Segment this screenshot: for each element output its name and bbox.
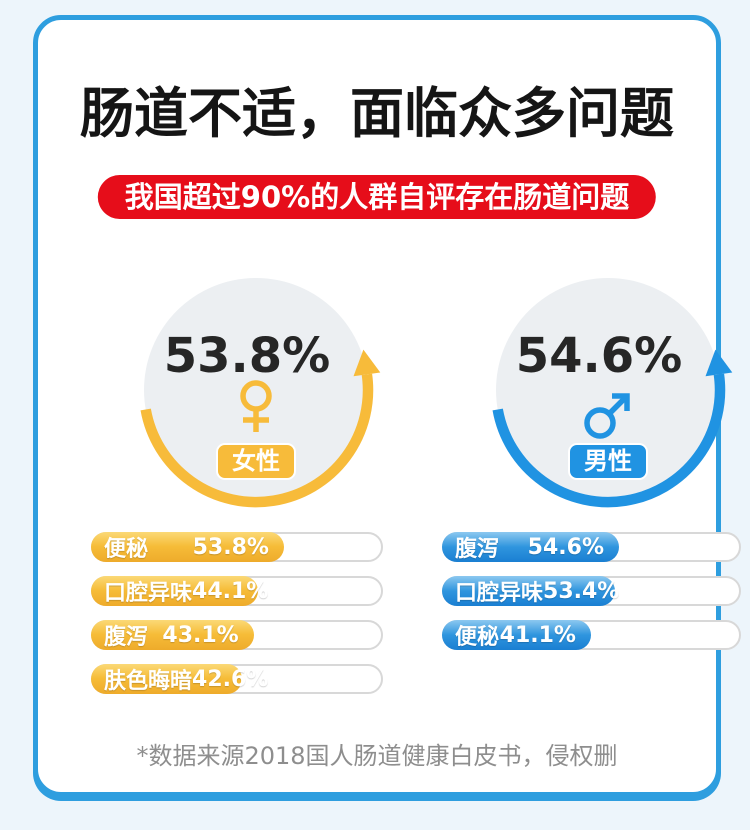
arrow-up-icon — [353, 349, 381, 377]
bar-row: 腹泻 54.6% — [442, 532, 741, 562]
arrow-up-icon — [705, 349, 733, 377]
male-bar-list: 腹泻 54.6% 口腔异味 53.4% 便秘 41.1% — [442, 532, 741, 664]
bar-fill: 肤色晦暗 42.6% — [91, 664, 268, 694]
bar-label: 腹泻 — [104, 625, 149, 650]
bar-fill: 腹泻 54.6% — [442, 532, 619, 562]
bar-fill: 腹泻 43.1% — [91, 620, 254, 650]
bar-label: 口腔异味 — [455, 581, 544, 606]
male-progress-ring — [492, 278, 733, 508]
page-title: 肠道不适，面临众多问题 — [80, 82, 674, 145]
female-gauge: 53.8% 女性 — [136, 270, 381, 510]
bar-fill: 便秘 41.1% — [442, 620, 591, 650]
bar-value: 43.1% — [162, 622, 239, 648]
male-gauge: 54.6% 男性 — [488, 270, 733, 510]
male-overall-percent: 54.6% — [515, 328, 683, 384]
bar-row: 口腔异味 53.4% — [442, 576, 741, 606]
male-icon — [584, 393, 630, 439]
bar-row: 肤色晦暗 42.6% — [91, 664, 383, 694]
female-progress-ring — [140, 278, 381, 508]
bar-fill: 便秘 53.8% — [91, 532, 284, 562]
bar-value: 41.1% — [499, 622, 576, 648]
bar-value: 54.6% — [527, 534, 604, 560]
bar-value: 44.1% — [192, 578, 269, 604]
bar-value: 53.4% — [543, 578, 620, 604]
bar-row: 便秘 41.1% — [442, 620, 741, 650]
progress-arc — [492, 373, 726, 508]
bar-value: 53.8% — [192, 534, 269, 560]
bar-label: 肤色晦暗 — [104, 669, 193, 694]
female-overall-percent: 53.8% — [163, 328, 331, 384]
circle-background — [496, 278, 720, 502]
bar-row: 口腔异味 44.1% — [91, 576, 383, 606]
female-bar-list: 便秘 53.8% 口腔异味 44.1% 腹泻 43.1% 肤色晦暗 42.6% — [91, 532, 383, 708]
circle-background — [144, 278, 368, 502]
bar-fill: 口腔异味 44.1% — [91, 576, 268, 606]
bar-value: 42.6% — [192, 666, 269, 692]
infographic-card: 肠道不适，面临众多问题 我国超过90%的人群自评存在肠道问题 53.8% 女性 … — [33, 15, 741, 797]
subtitle-badge: 我国超过90%的人群自评存在肠道问题 — [97, 175, 657, 219]
bar-label: 便秘 — [104, 537, 149, 562]
male-label-badge: 男性 — [568, 443, 648, 480]
female-icon — [240, 380, 272, 432]
female-label-badge: 女性 — [216, 443, 296, 480]
bar-row: 腹泻 43.1% — [91, 620, 383, 650]
bar-label: 腹泻 — [455, 537, 500, 562]
progress-arc — [140, 373, 374, 508]
bar-fill: 口腔异味 53.4% — [442, 576, 619, 606]
data-source-note: *数据来源2018国人肠道健康白皮书，侵权删 — [136, 742, 618, 770]
bar-label: 口腔异味 — [104, 581, 193, 606]
bar-row: 便秘 53.8% — [91, 532, 383, 562]
bar-label: 便秘 — [455, 625, 500, 650]
